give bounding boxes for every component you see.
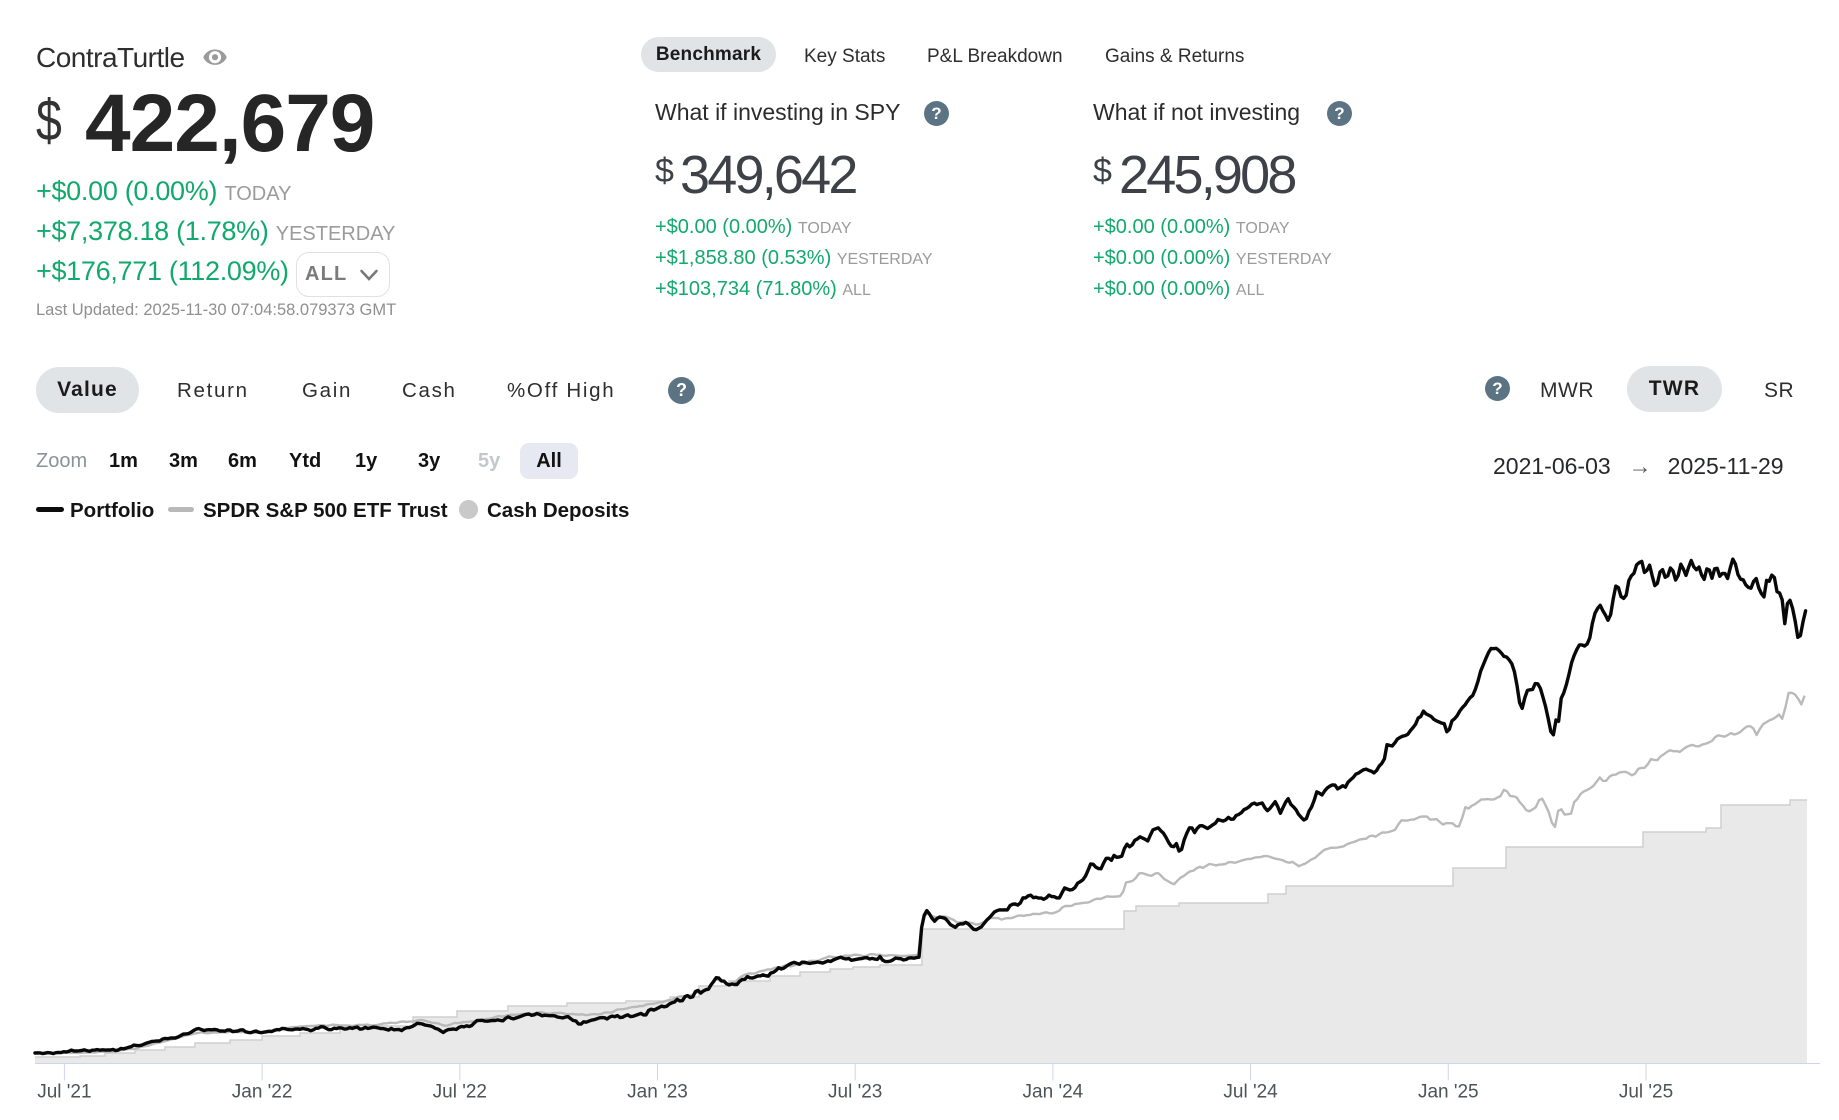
svg-text:Jan '24: Jan '24 bbox=[1023, 1082, 1084, 1103]
svg-text:Jul '23: Jul '23 bbox=[828, 1082, 882, 1103]
svg-text:Jan '25: Jan '25 bbox=[1418, 1082, 1479, 1103]
svg-text:Jul '24: Jul '24 bbox=[1223, 1082, 1278, 1103]
svg-text:Jul '22: Jul '22 bbox=[433, 1082, 487, 1103]
svg-text:Jul '25: Jul '25 bbox=[1619, 1082, 1673, 1103]
svg-text:Jul '21: Jul '21 bbox=[37, 1082, 91, 1103]
svg-text:Jan '23: Jan '23 bbox=[627, 1082, 688, 1103]
svg-text:Jan '22: Jan '22 bbox=[232, 1082, 293, 1103]
